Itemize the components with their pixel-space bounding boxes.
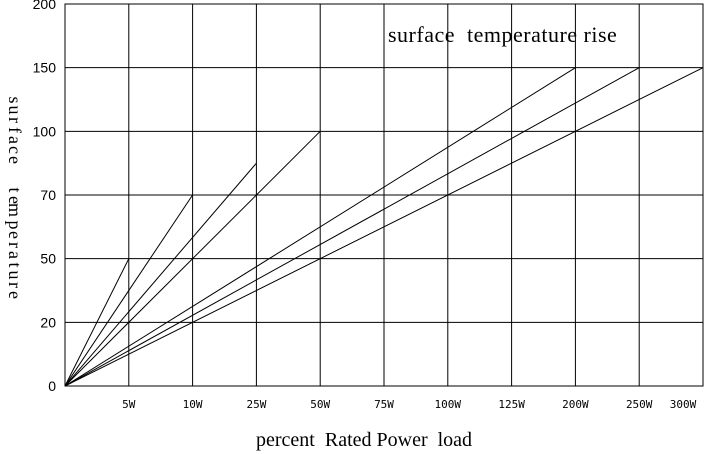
x-tick-label: 50W bbox=[310, 398, 330, 411]
series-line bbox=[64, 130, 321, 387]
y-axis-label-char: e bbox=[5, 196, 25, 204]
series-line bbox=[64, 162, 257, 387]
x-tick-label: 100W bbox=[435, 398, 462, 411]
y-axis-label-char: c bbox=[5, 146, 25, 154]
y-axis-label-char: r bbox=[5, 242, 25, 248]
x-tick-label: 200W bbox=[562, 398, 589, 411]
y-tick-label: 200 bbox=[33, 0, 57, 12]
y-axis-label-char: m bbox=[5, 203, 25, 217]
series-line bbox=[64, 258, 130, 387]
y-axis-label-char: s bbox=[5, 96, 25, 103]
y-axis-label-char: r bbox=[5, 282, 25, 288]
grid bbox=[64, 3, 704, 387]
y-axis-label-char: u bbox=[5, 106, 25, 115]
y-axis-label-char: t bbox=[5, 262, 25, 267]
y-axis-label-char: f bbox=[5, 127, 25, 133]
y-axis-label-char: e bbox=[5, 231, 25, 239]
y-axis-label-char: a bbox=[5, 251, 25, 259]
x-tick-label: 300W bbox=[670, 398, 697, 411]
x-tick-label: 75W bbox=[374, 398, 394, 411]
y-axis-label-char: t bbox=[5, 187, 25, 192]
x-tick-label: 10W bbox=[183, 398, 203, 411]
series-line bbox=[64, 194, 194, 387]
y-tick-label: 70 bbox=[40, 187, 56, 203]
y-tick-label: 50 bbox=[40, 251, 56, 267]
series-line bbox=[64, 67, 704, 387]
y-axis-label-char: p bbox=[5, 221, 25, 230]
y-axis-label-char: e bbox=[5, 291, 25, 299]
series-line bbox=[64, 67, 640, 387]
x-tick-label: 5W bbox=[122, 398, 136, 411]
x-tick-labels: 5W 10W 25W 50W 75W 100W 125W 200W 250W 300W bbox=[122, 398, 696, 411]
series-lines bbox=[64, 67, 704, 387]
y-axis-label-char: a bbox=[5, 136, 25, 144]
y-axis-label-char: e bbox=[5, 156, 25, 164]
x-axis-label: percent Rated Power load bbox=[256, 429, 472, 451]
y-tick-label: 0 bbox=[48, 378, 56, 394]
y-axis-label-char: r bbox=[5, 117, 25, 123]
y-tick-labels: 0 20 50 70 100 150 200 bbox=[33, 0, 57, 394]
y-tick-label: 20 bbox=[40, 314, 56, 330]
series-line bbox=[64, 67, 576, 387]
x-tick-label: 25W bbox=[246, 398, 266, 411]
chart-title: surface temperature rise bbox=[388, 22, 617, 47]
y-tick-label: 100 bbox=[33, 123, 57, 139]
x-tick-label: 125W bbox=[498, 398, 525, 411]
y-tick-label: 150 bbox=[33, 60, 57, 76]
x-tick-label: 250W bbox=[626, 398, 653, 411]
y-axis-label-char: u bbox=[5, 271, 25, 280]
